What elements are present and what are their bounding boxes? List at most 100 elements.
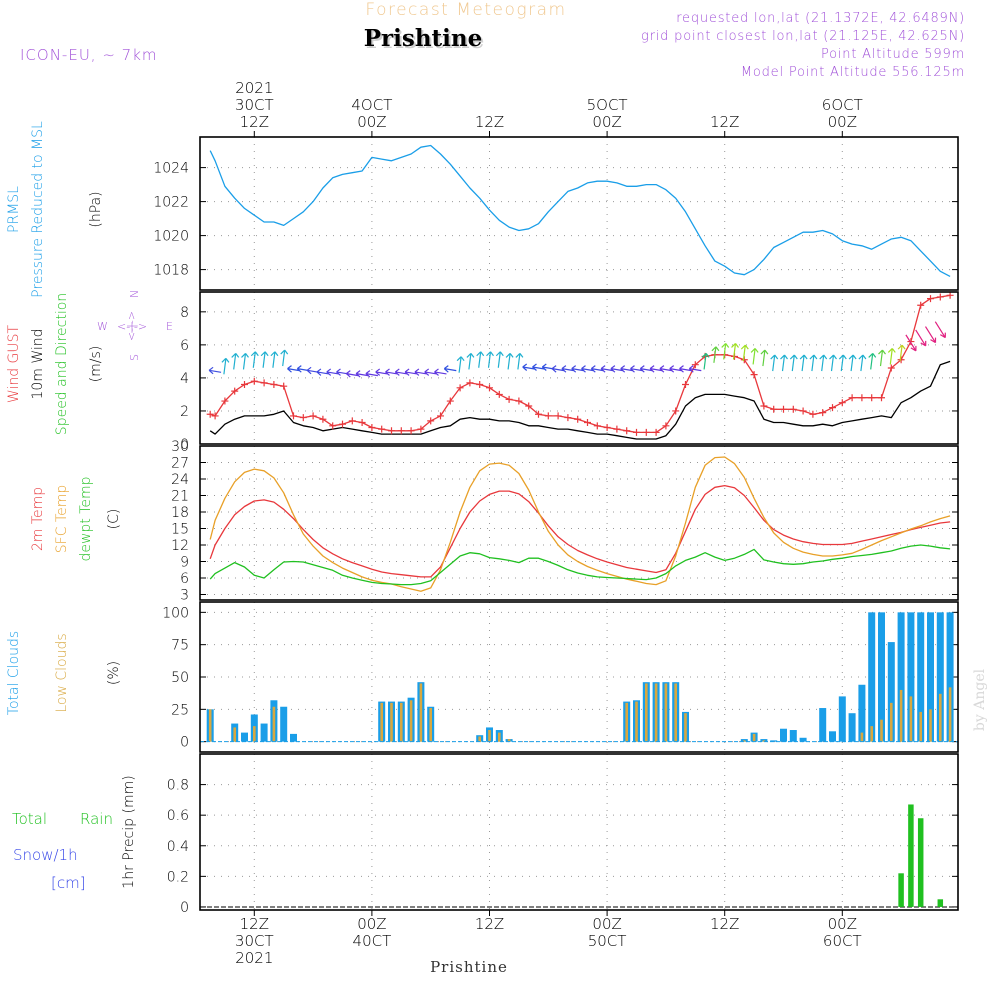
gust-point: [221, 397, 229, 405]
gust-point: [299, 414, 307, 422]
wind-arrow: [799, 354, 808, 372]
total-cloud-bar: [946, 612, 954, 742]
bottom-tick-label: 12Z: [710, 915, 739, 933]
temperature-ytick-label: 6: [180, 571, 189, 587]
clouds-plot: [200, 612, 958, 743]
compass-n: N: [128, 290, 141, 298]
gust-point: [544, 412, 552, 420]
low-cloud-bar: [645, 683, 648, 742]
gust-point: [770, 405, 778, 413]
gust-point: [206, 410, 214, 418]
precip-grid: [200, 754, 958, 910]
gust-point: [319, 415, 327, 423]
rain-bar: [898, 873, 904, 907]
clouds-ytick-label: 100: [162, 605, 189, 621]
gust-point: [819, 409, 827, 417]
legend-total: Total: [12, 810, 47, 828]
wind-arrow: [780, 354, 788, 372]
gust-point: [329, 422, 337, 430]
grid-location: grid point closest lon,lat (21.125E, 42.…: [641, 29, 965, 44]
low-cloud-bar: [409, 700, 413, 742]
precip-ytick-label: 0.8: [167, 778, 189, 794]
low-cloud-bar: [625, 702, 628, 742]
gust-point: [789, 405, 797, 413]
rain-bar: [937, 899, 944, 907]
wind-arrow: [466, 352, 475, 370]
precip-frame: [199, 753, 959, 911]
top-tick-label: 12Z: [710, 113, 739, 131]
gust-point: [231, 387, 239, 395]
wind-plot: [206, 292, 954, 440]
low-cloud-bar: [948, 687, 952, 742]
low-cloud-bar: [860, 732, 864, 742]
supertitle: Forecast Meteogram: [365, 0, 566, 20]
clouds-frame: [199, 601, 959, 753]
low-cloud-bar: [390, 702, 393, 742]
temperature-ylabel-line: (C): [106, 509, 122, 530]
wind-arrow: [221, 357, 230, 375]
bottom-tick-label: 50CT: [588, 932, 627, 950]
wind-arrow: [731, 343, 739, 360]
wind-arrow: [375, 368, 388, 376]
bottom-tick-label: 2021: [235, 949, 273, 967]
wind-arrow: [443, 365, 457, 373]
pressure-ylabel-line: PRMSL: [6, 186, 22, 233]
gust-point: [799, 407, 807, 415]
total-cloud-bar: [819, 708, 827, 742]
low-cloud-bar: [684, 713, 687, 742]
wind-arrow: [231, 352, 240, 370]
gust-point: [682, 381, 689, 389]
gust-point: [829, 404, 836, 412]
top-tick-label: 00Z: [592, 113, 621, 131]
temperature-ylabel-line: dewpt Temp: [78, 476, 94, 561]
pressure-yticks: 1018 1020 1022 1024: [153, 161, 958, 279]
temperature-series-sfc-temp: [209, 456, 951, 592]
temperature-ylabel: 2m Temp SFC Temp dewpt Temp (C): [30, 476, 122, 561]
low-cloud-bar: [507, 739, 511, 742]
total-cloud-bar: [838, 696, 846, 742]
gust-point: [476, 381, 484, 389]
clouds-yticks: 0 25 50 75 100: [162, 605, 958, 751]
top-tick-label: 12Z: [475, 113, 504, 131]
wind-arrow: [326, 368, 339, 376]
bottom-tick-label: 40CT: [353, 932, 392, 950]
compass-s: S: [128, 354, 141, 361]
gust-point: [642, 428, 650, 436]
wind-arrow: [809, 354, 818, 372]
wind-grid: [200, 292, 958, 444]
gust-point: [927, 295, 934, 303]
pressure-grid: [200, 137, 958, 290]
gust-point: [554, 412, 562, 420]
wind-arrow: [532, 363, 545, 371]
gust-point: [397, 427, 405, 435]
bottom-tick-label: 00Z: [592, 915, 621, 933]
low-cloud-bar: [919, 711, 922, 742]
wind-arrow: [260, 351, 269, 368]
gust-point: [780, 405, 787, 413]
gust-point: [280, 382, 288, 390]
wind-arrow: [829, 354, 837, 372]
gust-point: [878, 394, 885, 402]
wind-arrow: [838, 354, 847, 372]
temperature-ytick-label: 15: [171, 522, 189, 538]
pressure-plot: [209, 144, 951, 277]
gust-point: [662, 422, 670, 430]
precip-ytick-label: 0.4: [167, 839, 189, 855]
wind-ylabel: Wind GUST 10m Wind Speed and Direction (m/s…: [6, 293, 104, 435]
gust-point: [946, 292, 954, 299]
total-cloud-bar: [887, 642, 895, 742]
clouds-panel: 0 25 50 75 100 Total Clouds Low Clouds (%): [6, 601, 959, 753]
wind-arrow: [679, 365, 692, 373]
gust-point: [270, 381, 278, 389]
low-cloud-bar: [208, 709, 212, 742]
low-cloud-bar: [939, 693, 942, 742]
clouds-ylabel-line: Low Clouds: [54, 633, 70, 712]
wind-arrow: [287, 365, 300, 373]
wind-arrow: [848, 354, 857, 372]
gust-point: [868, 394, 876, 402]
total-cloud-bar: [789, 730, 797, 742]
total-cloud-bar: [829, 731, 836, 742]
